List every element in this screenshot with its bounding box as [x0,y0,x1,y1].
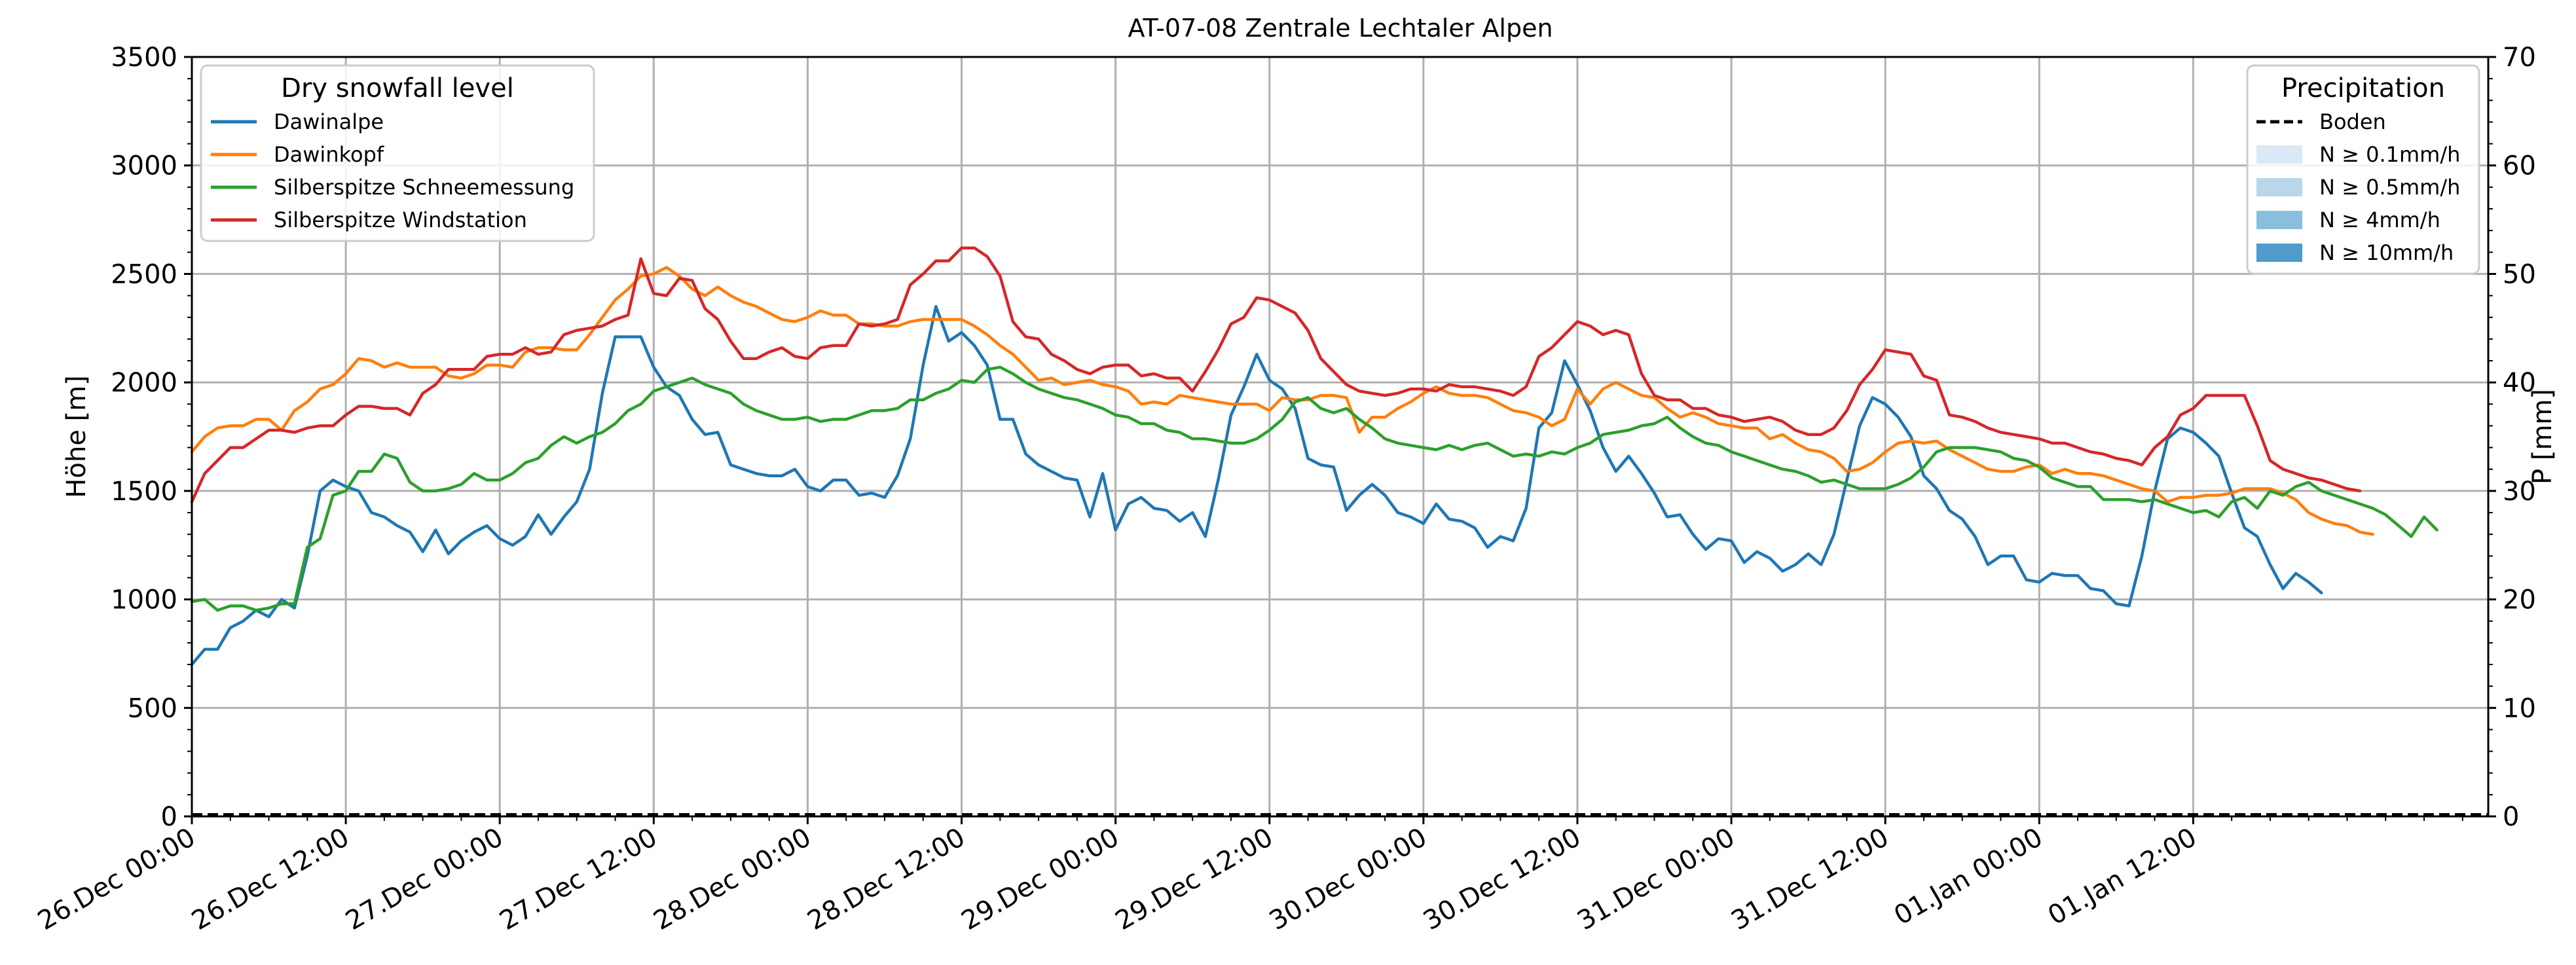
y-tick-label: 2000 [111,368,177,398]
legend-entry-label: N ≥ 0.5mm/h [2319,175,2460,200]
plot-frame [191,56,2490,818]
legend-entry-label: N ≥ 4mm/h [2319,208,2440,232]
y2-tick-label: 60 [2503,151,2536,181]
legend-swatch-precip [2256,211,2302,229]
legend-entry-label: N ≥ 0.1mm/h [2319,142,2460,167]
y-tick-label: 500 [128,693,177,723]
chart-title: AT-07-08 Zentrale Lechtaler Alpen [1128,14,1553,43]
y2-tick-label: 70 [2503,43,2536,73]
series-line-silberspitze-windstation [190,246,2362,503]
y2-tick-label: 30 [2503,477,2536,507]
y2-tick-label: 40 [2503,368,2536,398]
legend-precipitation: Precipitation Boden N ≥ 0.1mm/h N ≥ 0.5mm/… [2246,64,2480,275]
y-tick-label: 3000 [111,151,177,181]
y-axis-label: Höhe [m] [62,375,92,498]
y2-tick-label: 10 [2503,693,2536,723]
legend-swatch-precip [2256,145,2302,164]
series-line-silberspitze-schneemessung [190,365,2438,612]
y2-tick-label: 20 [2503,585,2536,615]
y2-axis-label: P [mm] [2528,389,2558,484]
y2-tick-label: 0 [2503,802,2519,832]
series-layer [190,246,2438,666]
y-tick-label: 1500 [111,477,177,507]
legend-entry-label: Boden [2319,109,2386,134]
y-axis-left: 0 500 1000 1500 2000 2500 3000 3500 [111,43,192,832]
y-tick-label: 1000 [111,585,177,615]
legend-precipitation-title: Precipitation [2281,73,2445,103]
series-line-dawinalpe [190,304,2323,666]
y-tick-label: 0 [161,802,177,832]
legend-entry-label: Silberspitze Schneemessung [274,175,574,200]
legend-swatch-precip [2256,178,2302,196]
y-tick-label: 3500 [111,43,177,73]
legend-swatch-precip [2256,244,2302,262]
y-tick-label: 2500 [111,259,177,289]
legend-snowfall: Dry snowfall level Dawinalpe Dawinkopf Sil… [200,64,595,242]
legend-snowfall-title: Dry snowfall level [281,73,514,103]
legend-entry-label: Dawinkopf [274,142,384,167]
legend-entry-label: N ≥ 10mm/h [2319,240,2454,265]
y-axis-right: 0 10 20 30 40 50 60 70 [2488,43,2536,832]
legend-entry-label: Silberspitze Windstation [274,208,527,232]
legend-entry-label: Dawinalpe [274,109,384,134]
y2-tick-label: 50 [2503,259,2536,289]
